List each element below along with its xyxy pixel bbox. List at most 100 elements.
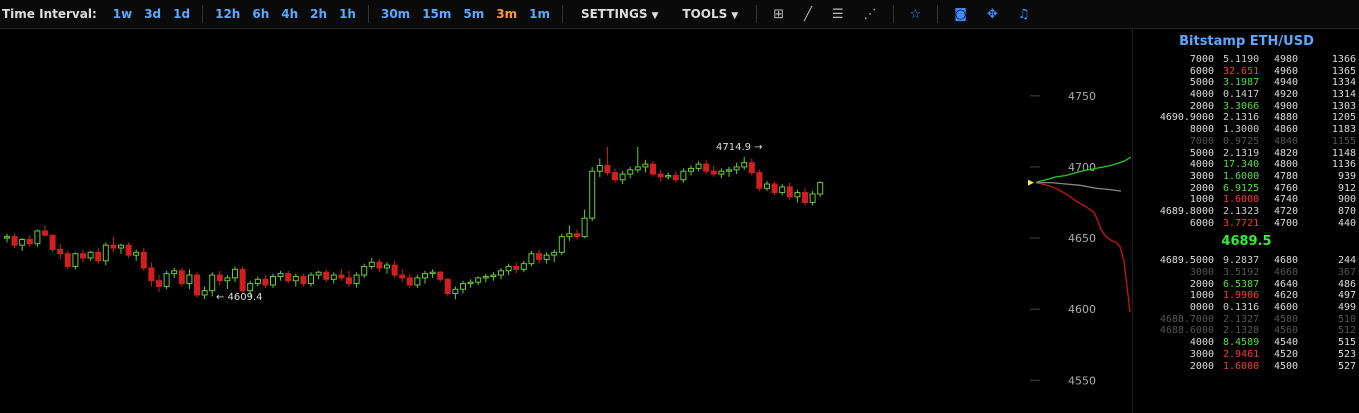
fan-icon[interactable]: ⋰	[863, 6, 877, 22]
candle	[498, 270, 504, 276]
candle	[368, 261, 375, 268]
bids-c3: 4680	[1274, 255, 1299, 267]
bids-c4: 497	[1337, 290, 1356, 302]
candle	[247, 283, 254, 292]
candle	[513, 266, 520, 270]
asks-c4: 1365	[1331, 65, 1356, 77]
interval-12h[interactable]: 12h	[215, 7, 241, 21]
interval-6h[interactable]: 6h	[252, 7, 270, 21]
bids-c2: 6.5387	[1223, 278, 1260, 290]
candle	[566, 233, 573, 238]
candle	[596, 165, 603, 172]
bids-row: 4689.5000 9.2837 4680 244	[1133, 255, 1359, 267]
asks-c1: 8000	[1189, 124, 1214, 136]
y-tick-label: 4650	[1068, 232, 1096, 245]
bids-c1: 2000	[1189, 278, 1214, 290]
crosshair-icon[interactable]: ⊞	[773, 6, 785, 22]
line-icon[interactable]: ╱	[804, 6, 812, 22]
interval-30m[interactable]: 30m	[380, 7, 411, 21]
candle	[102, 244, 109, 262]
bids-c3: 4640	[1274, 278, 1299, 290]
y-tick-label: 4550	[1068, 374, 1096, 387]
bids-row: 4000 8.4589 4540 515	[1133, 337, 1359, 349]
bid-depth-line	[1035, 156, 1131, 184]
bids-c1: 4689.5000	[1159, 255, 1214, 267]
current-price-marker	[1028, 179, 1034, 186]
interval-5m[interactable]: 5m	[463, 7, 485, 21]
bids-c4: 367	[1337, 267, 1356, 278]
asks-c3: 4920	[1274, 89, 1299, 101]
horizontal-lines-icon[interactable]: ☰	[831, 6, 844, 22]
fullscreen-icon[interactable]: ✥	[986, 6, 998, 22]
candle	[672, 174, 679, 181]
candle	[330, 274, 337, 280]
candle	[11, 236, 18, 246]
candle	[817, 182, 824, 195]
asks-c4: 1136	[1331, 159, 1356, 171]
divider	[892, 5, 894, 23]
chevron-down-icon: ▼	[651, 11, 659, 21]
candle	[178, 270, 185, 285]
interval-1m[interactable]: 1m	[529, 7, 550, 21]
bids-c4: 523	[1337, 348, 1356, 360]
asks-row: 5000 2.1319 4820 1148	[1133, 148, 1359, 160]
candle	[4, 236, 10, 239]
bids-c2: 9.2837	[1223, 255, 1260, 267]
interval-list: 1w 3d 1d 12h 6h 4h 2h 1h 30m 15m 5m 3m 1m	[107, 5, 556, 23]
asks-c2: 3.7721	[1223, 217, 1260, 229]
bids-c2: 3.5192	[1223, 267, 1260, 278]
candle	[171, 270, 178, 275]
asks-c4: 1303	[1331, 100, 1356, 112]
candle	[34, 230, 41, 245]
candle	[346, 277, 352, 285]
candle	[467, 281, 474, 285]
price-chart[interactable]: 4750 4700 4650 4600 4550 4714.9 → ← 4609.4	[0, 29, 1131, 413]
star-icon[interactable]: ☆	[909, 6, 922, 22]
asks-c3: 4780	[1274, 170, 1299, 182]
candle	[490, 274, 497, 277]
candle	[422, 273, 428, 279]
candle	[612, 172, 618, 181]
candle	[528, 253, 535, 265]
asks-c2: 2.1323	[1223, 205, 1260, 217]
asks-c3: 4800	[1274, 159, 1299, 171]
candle	[574, 233, 580, 238]
y-tick-label: 4600	[1068, 303, 1096, 316]
asks-c1: 4000	[1189, 89, 1214, 101]
candle	[201, 290, 208, 296]
candle	[733, 166, 740, 171]
tools-menu[interactable]: TOOLS ▼	[682, 7, 739, 21]
bids-c1: 3000	[1189, 348, 1214, 360]
bids-row: 0000 0.1316 4600 499	[1133, 302, 1359, 314]
candle	[42, 230, 48, 236]
interval-15m[interactable]: 15m	[422, 7, 452, 21]
asks-c3: 4740	[1274, 194, 1299, 206]
asks-c3: 4880	[1274, 112, 1299, 124]
settings-menu[interactable]: SETTINGS ▼	[580, 7, 659, 21]
low-annotation: ← 4609.4	[216, 292, 263, 303]
candle	[414, 277, 421, 286]
interval-3d[interactable]: 3d	[144, 7, 162, 21]
bids-c3: 4520	[1274, 348, 1299, 360]
candle	[376, 261, 383, 269]
interval-1d[interactable]: 1d	[173, 7, 191, 21]
candle	[665, 174, 672, 178]
candle	[482, 275, 489, 279]
camera-icon[interactable]: ◙	[954, 6, 967, 22]
candle	[650, 163, 656, 175]
chevron-down-icon: ▼	[731, 11, 739, 21]
interval-3m[interactable]: 3m	[496, 7, 518, 21]
candle	[140, 251, 147, 269]
interval-4h[interactable]: 4h	[281, 7, 299, 21]
candle	[627, 169, 634, 175]
divider	[937, 5, 939, 23]
bids-row: 1000 1.9906 4620 497	[1133, 290, 1359, 302]
asks-c2: 2.1316	[1223, 112, 1260, 124]
bids-c3: 4620	[1274, 290, 1299, 302]
interval-1h[interactable]: 1h	[339, 7, 356, 21]
bell-icon[interactable]: ♫	[1017, 6, 1030, 22]
asks-c3: 4720	[1274, 205, 1299, 217]
asks-c1: 4690.9000	[1159, 112, 1214, 124]
interval-1w[interactable]: 1w	[112, 7, 133, 21]
interval-2h[interactable]: 2h	[310, 7, 328, 21]
